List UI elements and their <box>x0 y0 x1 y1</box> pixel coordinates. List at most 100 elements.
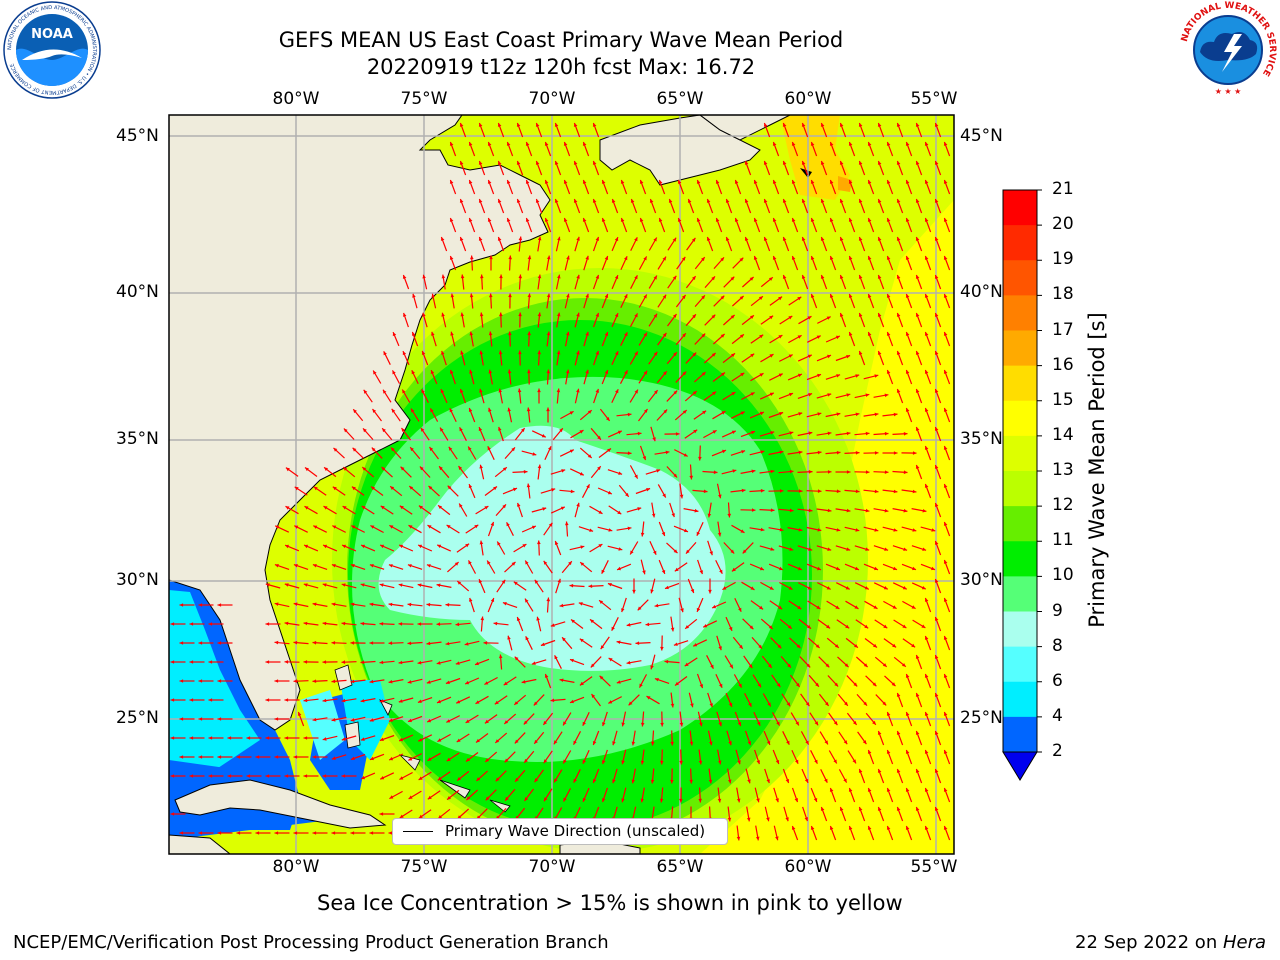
legend-label: Primary Wave Direction (unscaled) <box>445 822 706 840</box>
colorbar-tick: 14 <box>1052 424 1074 445</box>
wave-vector-head <box>485 758 490 762</box>
lon-label-top: 80°W <box>272 89 320 109</box>
wave-vector-head <box>489 255 493 260</box>
wave-vector-head <box>525 180 530 184</box>
wave-vector-head <box>418 544 423 549</box>
wave-vector-head <box>548 446 552 451</box>
wave-vector-head <box>772 256 777 260</box>
wave-vector-head <box>503 681 508 686</box>
wave-vector-head <box>426 602 431 607</box>
wave-vector-head <box>595 236 599 241</box>
wave-vector-head <box>884 431 889 436</box>
wave-vector-head <box>846 393 851 397</box>
wave-vector-head <box>179 641 184 645</box>
wave-vector-head <box>731 392 736 396</box>
wave-vector-head <box>342 544 347 549</box>
wave-vector-head <box>198 679 203 683</box>
wave-vector-head <box>255 755 260 759</box>
wave-vector-head <box>708 589 712 594</box>
wave-vector-head <box>770 469 775 474</box>
wave-vector-head <box>566 293 570 298</box>
wave-vector-head <box>848 142 853 146</box>
wave-vector-head <box>548 522 553 527</box>
wave-vector-head <box>418 505 423 510</box>
wave-vector-head <box>903 432 908 436</box>
wave-vector-head <box>886 826 891 830</box>
wave-vector-head <box>770 547 775 551</box>
wave-vector-head <box>540 642 545 646</box>
wave-vector-head <box>931 528 936 532</box>
wave-vector-head <box>650 589 654 594</box>
wave-vector-head <box>882 663 887 667</box>
wave-vector-head <box>653 313 657 318</box>
wave-vector-head <box>814 759 818 764</box>
wave-vector-head <box>525 560 529 565</box>
wave-vector-head <box>751 430 755 435</box>
wave-vector-head <box>454 562 459 566</box>
wave-vector-head <box>839 199 844 203</box>
wave-vector-head <box>554 655 558 660</box>
wave-vector-head <box>533 701 538 706</box>
wave-vector-head <box>744 237 749 241</box>
wave-vector-head <box>884 508 889 513</box>
wave-vector-head <box>829 218 834 222</box>
wave-vector-head <box>924 142 929 146</box>
wave-vector-head <box>905 408 910 412</box>
wave-vector-head <box>466 757 470 762</box>
wave-vector-head <box>621 608 625 613</box>
wave-vector-head <box>514 739 519 744</box>
wave-vector-head <box>615 389 619 394</box>
wave-vector-head <box>943 560 948 564</box>
wave-vector-head <box>886 218 891 222</box>
wave-vector-head <box>673 642 678 646</box>
wave-vector-head <box>537 312 542 317</box>
wave-vector-head <box>573 740 577 745</box>
wave-vector-head <box>570 658 574 663</box>
colorbar <box>1002 189 1042 781</box>
wave-vector-head <box>815 644 820 648</box>
wave-vector-head <box>934 351 939 355</box>
wave-vector-head <box>412 331 416 336</box>
wave-vector-head <box>912 566 916 571</box>
wave-vector-head <box>844 701 848 706</box>
lon-label-top: 55°W <box>910 89 958 109</box>
wave-vector-head <box>407 564 412 568</box>
wave-vector-head <box>662 493 666 498</box>
wave-vector-head <box>457 581 462 585</box>
wave-vector-head <box>631 779 635 784</box>
wave-vector-head <box>867 142 872 146</box>
wave-vector-head <box>739 257 744 262</box>
wave-vector-head <box>791 256 796 260</box>
wave-vector-head <box>836 566 840 571</box>
wave-vector-head <box>508 255 512 260</box>
colorbar-tick: 15 <box>1052 389 1074 410</box>
wave-vector-head <box>658 180 663 184</box>
wave-vector-head <box>274 679 279 683</box>
wave-vector-head <box>673 473 678 478</box>
wave-vector-head <box>877 769 882 773</box>
lon-label-bottom: 75°W <box>400 857 448 877</box>
wave-vector-head <box>322 737 327 741</box>
wave-vector-head <box>566 255 570 260</box>
wave-vector-head <box>408 718 412 723</box>
wave-vector-head <box>170 774 175 778</box>
wave-vector-head <box>525 142 530 146</box>
wave-vector-head <box>702 410 707 415</box>
wave-vector-head <box>399 776 404 780</box>
wave-vector-head <box>559 428 563 433</box>
wave-vector-head <box>450 369 454 374</box>
wave-vector-head <box>670 741 674 746</box>
wave-vector-head <box>637 507 642 511</box>
wave-vector-head <box>696 607 701 612</box>
wave-vector-head <box>554 161 559 165</box>
wave-vector-head <box>896 389 901 393</box>
wave-vector-head <box>459 199 464 203</box>
wave-vector-head <box>515 777 519 782</box>
wave-vector-head <box>312 679 317 683</box>
wave-vector-head <box>817 412 822 416</box>
wave-vector-head <box>844 663 849 668</box>
wave-vector-head <box>872 720 876 725</box>
wave-vector-head <box>711 276 715 281</box>
wave-vector-head <box>804 778 809 783</box>
wave-vector-head <box>304 544 309 549</box>
